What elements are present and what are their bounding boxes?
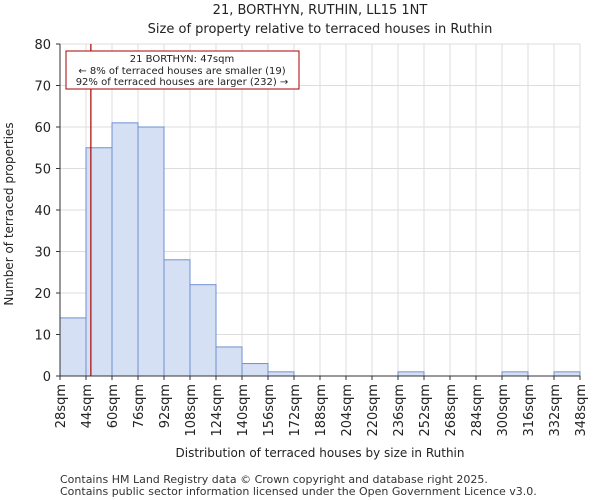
x-tick-label: 28sqm xyxy=(54,384,69,428)
bar-92sqm xyxy=(163,259,191,377)
y-tick-label: 70 xyxy=(34,80,51,95)
y-tick-label: 80 xyxy=(34,38,51,53)
y-tick-label: 50 xyxy=(34,163,51,178)
x-tick-label: 60sqm xyxy=(106,384,121,428)
footer-line-2: Contains public sector information licen… xyxy=(60,485,537,498)
bar-300sqm xyxy=(501,371,529,377)
annotation-box: 21 BORTHYN: 47sqm ← 8% of terraced house… xyxy=(65,50,300,90)
x-tick-label: 204sqm xyxy=(340,384,355,437)
x-tick-label: 188sqm xyxy=(314,384,329,437)
bar-140sqm xyxy=(241,363,269,377)
x-tick-label: 284sqm xyxy=(470,384,485,437)
bar-76sqm xyxy=(137,126,165,377)
chart-subtitle: Size of property relative to terraced ho… xyxy=(148,22,493,37)
x-tick-label: 300sqm xyxy=(496,384,511,437)
annotation-line-2: ← 8% of terraced houses are smaller (19) xyxy=(78,66,285,77)
x-tick-label: 220sqm xyxy=(366,384,381,437)
x-axis-label: Distribution of terraced houses by size … xyxy=(176,446,465,460)
y-tick-label: 0 xyxy=(43,370,51,385)
annotation-frame xyxy=(65,50,300,90)
x-tick-label: 316sqm xyxy=(522,384,537,437)
chart-title: 21, BORTHYN, RUTHIN, LL15 1NT xyxy=(213,3,428,18)
x-tick-label: 44sqm xyxy=(80,384,95,428)
bar-332sqm xyxy=(553,371,581,377)
x-tick-label: 156sqm xyxy=(262,384,277,437)
x-tick-label: 332sqm xyxy=(548,384,563,437)
chart: 21, BORTHYN, RUTHIN, LL15 1NT Size of pr… xyxy=(2,3,589,460)
x-tick-label: 236sqm xyxy=(392,384,407,437)
bar-236sqm xyxy=(397,371,425,377)
y-tick-label: 30 xyxy=(34,246,51,261)
ticks-layer: 0 10 20 30 40 50 60 70 80 28sqm 44sqm 60sqm 76sqm 92s… xyxy=(34,38,589,437)
footer-line-1: Contains HM Land Registry data © Crown c… xyxy=(60,473,488,486)
x-tick-label: 172sqm xyxy=(288,384,303,437)
x-tick-label: 140sqm xyxy=(236,384,251,437)
y-tick-label: 10 xyxy=(34,329,51,344)
x-tick-label: 124sqm xyxy=(210,384,225,437)
bar-108sqm xyxy=(189,284,217,377)
annotation-line-1: 21 BORTHYN: 47sqm xyxy=(130,54,234,65)
x-tick-label: 252sqm xyxy=(418,384,433,437)
bar-124sqm xyxy=(215,346,243,377)
bar-28sqm xyxy=(59,317,87,377)
x-tick-label: 92sqm xyxy=(158,384,173,428)
bar-156sqm xyxy=(267,371,295,377)
annotation-line-3: 92% of terraced houses are larger (232) … xyxy=(76,77,289,88)
y-tick-label: 40 xyxy=(34,204,51,219)
x-tick-label: 76sqm xyxy=(132,384,147,428)
bars-layer xyxy=(59,122,581,377)
y-axis-label: Number of terraced properties xyxy=(2,122,16,305)
y-tick-label: 60 xyxy=(34,121,51,136)
x-tick-label: 348sqm xyxy=(574,384,589,437)
x-tick-label: 108sqm xyxy=(184,384,199,437)
bar-44sqm xyxy=(85,147,113,377)
x-tick-label: 268sqm xyxy=(444,384,459,437)
bar-60sqm xyxy=(111,122,139,377)
y-tick-label: 20 xyxy=(34,287,51,302)
